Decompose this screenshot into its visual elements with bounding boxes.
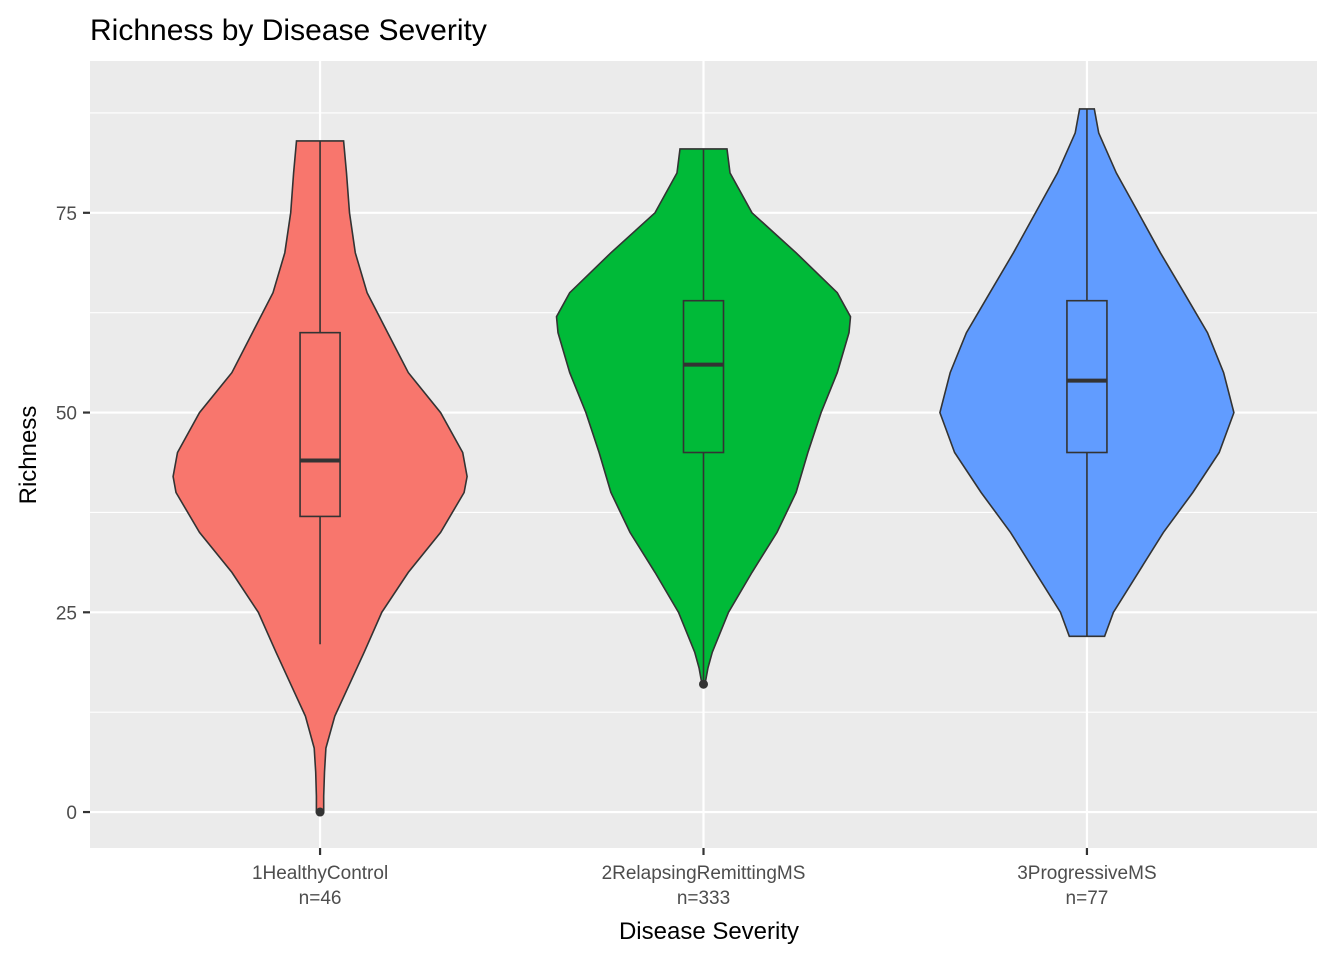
y-tick-label: 0 xyxy=(66,803,77,824)
violins xyxy=(172,108,1235,817)
axes: 0 25 50 75 1HealthyControl n=46 2RelapsingRemi… xyxy=(56,204,1157,909)
violin-group xyxy=(939,108,1235,638)
x-tick-count-label: n=46 xyxy=(299,888,342,909)
x-tick-count-label: n=77 xyxy=(1066,888,1109,909)
y-tick-label: 25 xyxy=(56,603,77,624)
violin-group xyxy=(555,148,852,689)
violin-shape xyxy=(172,140,468,813)
x-tick-label: 3ProgressiveMS xyxy=(1017,863,1156,884)
outlier-point xyxy=(315,807,325,817)
violin-group xyxy=(172,140,468,817)
y-tick-label: 50 xyxy=(56,404,77,425)
box xyxy=(1066,299,1108,454)
x-tick-count-label: n=333 xyxy=(677,888,730,909)
chart-title: Richness by Disease Severity xyxy=(90,14,487,47)
outlier-point xyxy=(699,679,708,689)
x-tick-label: 1HealthyControl xyxy=(252,863,388,884)
box xyxy=(299,331,341,518)
x-axis-title: Disease Severity xyxy=(619,918,799,945)
y-tick-label: 75 xyxy=(56,204,77,225)
y-axis-title: Richness xyxy=(15,406,42,505)
violin-shape xyxy=(555,148,852,685)
x-tick-label: 2RelapsingRemittingMS xyxy=(602,863,806,884)
box xyxy=(682,299,725,454)
violin-shape xyxy=(939,108,1235,638)
